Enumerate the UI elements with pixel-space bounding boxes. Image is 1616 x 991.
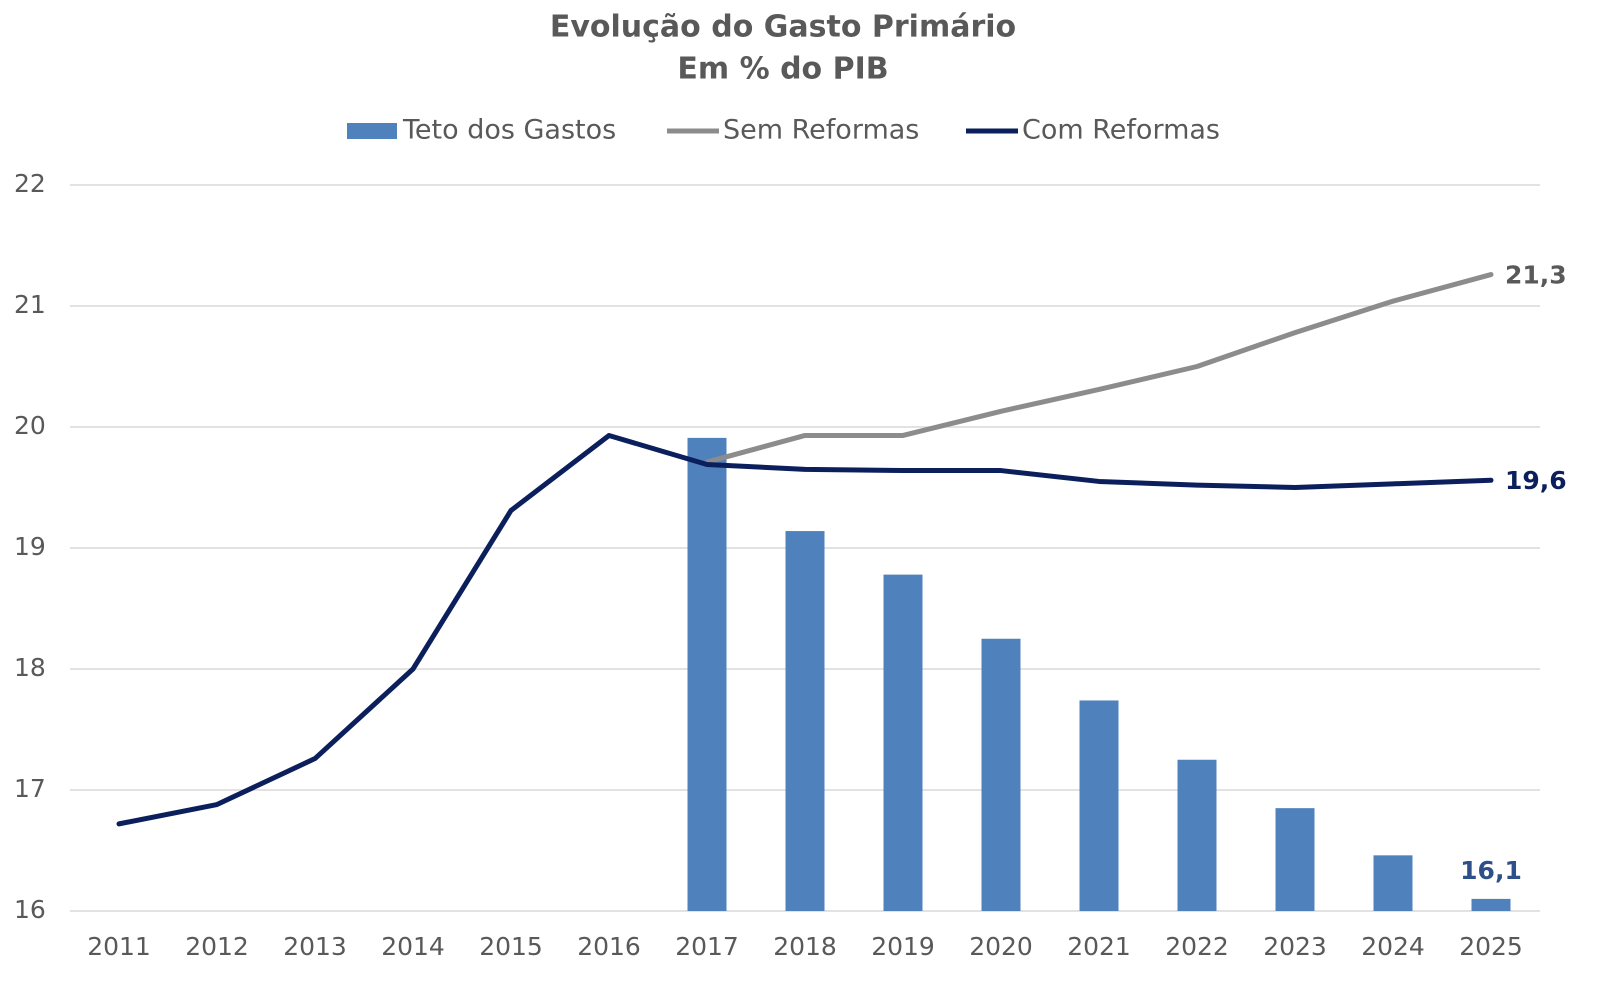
x-tick-label: 2025 [1459,932,1523,961]
data-label: 16,1 [1460,856,1522,885]
chart-subtitle: Em % do PIB [677,52,888,87]
data-label: 21,3 [1505,261,1567,290]
x-tick-label: 2012 [185,932,249,961]
y-tick-label: 21 [14,290,46,319]
line [704,272,1494,465]
y-tick-label: 19 [14,532,46,561]
x-tick-label: 2023 [1263,932,1327,961]
legend-label: Com Reformas [1022,115,1220,146]
bar [1373,855,1413,911]
x-tick-label: 2021 [1067,932,1131,961]
bar [785,531,825,911]
x-tick-label: 2020 [969,932,1033,961]
x-tick-label: 2015 [479,932,543,961]
legend-label: Teto dos Gastos [402,115,616,146]
x-tick-label: 2011 [87,932,151,961]
data-label: 19,6 [1505,466,1567,495]
y-tick-label: 17 [14,774,46,803]
y-tick-label: 20 [14,411,46,440]
y-tick-label: 22 [14,169,46,198]
x-tick-label: 2022 [1165,932,1229,961]
chart-title: Evolução do Gasto Primário [550,10,1016,45]
legend-label: Sem Reformas [723,115,919,146]
bar [1177,759,1217,911]
bar [981,638,1021,911]
y-tick-label: 18 [14,653,46,682]
legend-swatch [347,123,397,139]
line [116,432,1494,827]
x-tick-label: 2013 [283,932,347,961]
x-tick-label: 2024 [1361,932,1425,961]
x-tick-label: 2014 [381,932,445,961]
y-tick-label: 16 [14,895,46,924]
bar [1275,808,1315,911]
x-tick-label: 2018 [773,932,837,961]
bar [1471,898,1511,911]
x-tick-label: 2019 [871,932,935,961]
x-tick-label: 2016 [577,932,641,961]
bar [883,574,923,911]
x-tick-label: 2017 [675,932,739,961]
bar [1079,700,1119,911]
bar [687,437,727,911]
